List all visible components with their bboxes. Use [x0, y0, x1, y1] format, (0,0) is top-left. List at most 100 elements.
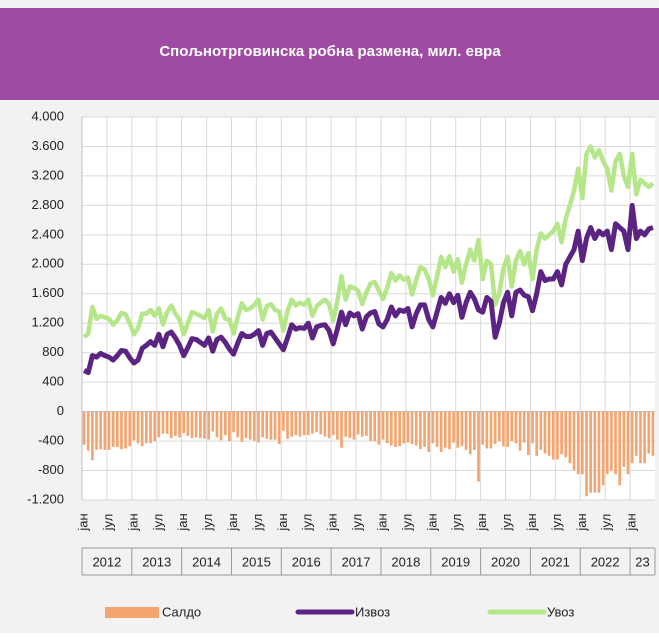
bar [373, 411, 377, 442]
year-label: 2020 [491, 554, 520, 569]
bar [319, 411, 323, 435]
y-tick-label: 3.600 [31, 138, 64, 153]
bar [240, 411, 244, 442]
legend-label: Салдо [162, 604, 201, 619]
bar [634, 411, 638, 456]
bar [427, 411, 431, 453]
bar [203, 411, 206, 439]
bar [531, 411, 534, 444]
bar [302, 411, 306, 436]
bar [298, 411, 302, 437]
bar [178, 411, 181, 438]
bar [219, 411, 223, 441]
bar [360, 411, 364, 437]
legend-label: Извоз [355, 604, 390, 619]
x-tick-label: јан [125, 513, 140, 531]
bar [169, 411, 173, 439]
bar [348, 411, 352, 439]
bar [394, 411, 397, 447]
x-tick-label: јан [524, 513, 539, 531]
bar [597, 411, 601, 493]
bar [157, 411, 161, 438]
y-tick-label: -1.200 [27, 491, 64, 506]
bar [377, 411, 381, 445]
bar [514, 411, 518, 444]
bar [464, 411, 468, 450]
bar [547, 411, 551, 456]
bar [481, 411, 485, 445]
x-tick-label: јан [76, 513, 91, 531]
x-tick-label: јул [350, 514, 365, 532]
bar [340, 411, 343, 448]
bar [273, 411, 277, 440]
bar [286, 411, 289, 439]
bar [610, 411, 613, 471]
bar [215, 411, 219, 438]
bar [136, 411, 140, 444]
y-tick-label: 3.200 [31, 167, 64, 182]
year-label: 2017 [342, 554, 371, 569]
year-label: 2015 [242, 554, 271, 569]
bar [95, 411, 98, 450]
bar [639, 411, 642, 464]
bar [456, 411, 460, 448]
bar [132, 411, 136, 441]
y-tick-label: 1.600 [31, 285, 64, 300]
bar [124, 411, 127, 449]
x-tick-label: јан [474, 513, 489, 531]
legend-swatch [105, 607, 159, 618]
bar [161, 411, 165, 434]
y-tick-label: 1.200 [31, 315, 64, 330]
bar [593, 411, 597, 493]
bar [497, 411, 501, 442]
x-tick-label: јан [225, 513, 240, 531]
bar [423, 411, 426, 447]
bar [390, 411, 393, 446]
bar [581, 411, 584, 475]
bar [477, 411, 480, 482]
bar [103, 411, 107, 450]
bar [489, 411, 493, 449]
bar [460, 411, 464, 447]
x-tick-label: јул [250, 514, 265, 532]
bar [618, 411, 622, 486]
bar [248, 411, 252, 440]
bar [149, 411, 152, 444]
bar [605, 411, 609, 475]
bar [398, 411, 401, 447]
bar [448, 411, 451, 450]
x-tick-label: јан [325, 513, 340, 531]
x-tick-label: јул [200, 514, 215, 532]
bar [140, 411, 144, 447]
line-series [82, 202, 654, 376]
bar [153, 411, 156, 442]
bar [576, 411, 580, 475]
year-label: 2016 [292, 554, 321, 569]
plot-area [82, 117, 655, 500]
y-tick-label: 2.800 [31, 197, 64, 212]
bar [556, 411, 559, 460]
bar [473, 411, 476, 450]
bar [630, 411, 634, 464]
x-tick-label: јан [374, 513, 389, 531]
bar [572, 411, 576, 471]
year-label: 2014 [192, 554, 221, 569]
bar [502, 411, 505, 447]
bar [431, 411, 435, 444]
year-label: 2022 [591, 554, 620, 569]
bar [174, 411, 177, 436]
bar [352, 411, 356, 440]
y-tick-label: -800 [38, 462, 64, 477]
title-band [0, 8, 659, 100]
x-tick-label: јул [499, 514, 514, 532]
x-tick-label: јул [399, 514, 414, 532]
bar [402, 411, 406, 444]
x-tick-label: јул [300, 514, 315, 532]
bar [182, 411, 186, 433]
bar [86, 411, 90, 451]
bar [327, 411, 331, 439]
bar [527, 411, 530, 456]
bar [439, 411, 443, 453]
bar [145, 411, 148, 444]
bar [82, 411, 86, 445]
